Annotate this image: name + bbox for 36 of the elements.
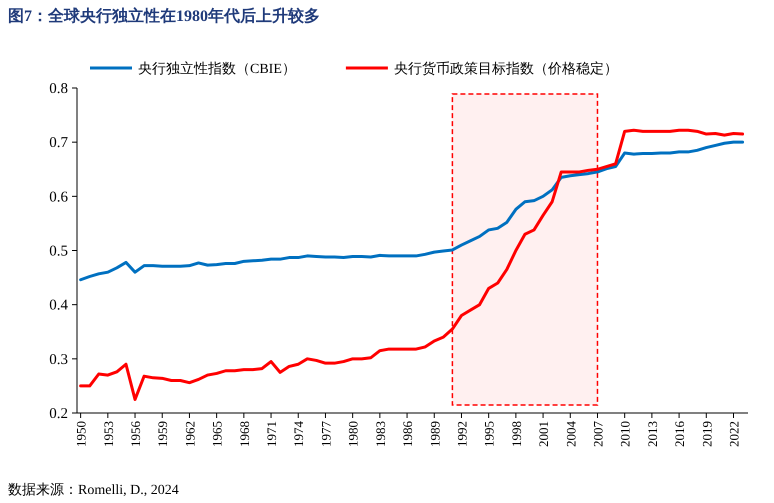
x-tick-label: 1989 <box>427 421 442 447</box>
x-tick-label: 2013 <box>644 421 660 447</box>
x-tick-label: 1983 <box>372 421 388 447</box>
x-tick-label: 1968 <box>236 421 252 447</box>
y-tick-label: 0.3 <box>49 352 68 368</box>
y-tick-label: 0.4 <box>49 298 68 314</box>
x-tick-label: 1956 <box>128 420 144 447</box>
x-tick-label: 2001 <box>536 421 552 447</box>
x-tick-label: 1995 <box>482 421 497 447</box>
x-tick-label: 2010 <box>618 421 633 447</box>
x-tick-label: 1959 <box>155 421 170 447</box>
x-tick-label: 1974 <box>291 420 306 447</box>
y-tick-label: 0.5 <box>49 244 68 260</box>
x-tick-label: 1977 <box>318 420 334 447</box>
legend-label: 央行货币政策目标指数（价格稳定） <box>394 61 618 77</box>
x-tick-label: 1986 <box>400 420 416 447</box>
x-tick-label: 1962 <box>182 421 198 447</box>
x-tick-label: 2022 <box>726 421 742 447</box>
x-tick-label: 1992 <box>454 421 470 447</box>
x-tick-label: 1971 <box>264 421 280 447</box>
x-tick-label: 2019 <box>699 421 714 447</box>
y-tick-label: 0.6 <box>49 189 68 206</box>
x-tick-label: 1965 <box>210 421 225 447</box>
x-tick-label: 2004 <box>563 420 578 447</box>
legend-label: 央行独立性指数（CBIE） <box>138 61 296 77</box>
x-tick-label: 2016 <box>672 420 688 447</box>
y-tick-label: 0.2 <box>49 406 68 422</box>
source-note: 数据来源：Romelli, D., 2024 <box>8 482 179 498</box>
x-tick-label: 1980 <box>346 421 361 447</box>
x-tick-label: 2007 <box>590 420 606 447</box>
x-tick-label: 1950 <box>74 421 89 447</box>
x-tick-label: 1998 <box>508 421 524 447</box>
x-tick-label: 1953 <box>100 421 116 447</box>
chart-title: 图7：全球央行独立性在1980年代后上升较多 <box>8 6 320 25</box>
y-tick-label: 0.8 <box>49 81 68 97</box>
y-tick-label: 0.7 <box>49 135 68 152</box>
